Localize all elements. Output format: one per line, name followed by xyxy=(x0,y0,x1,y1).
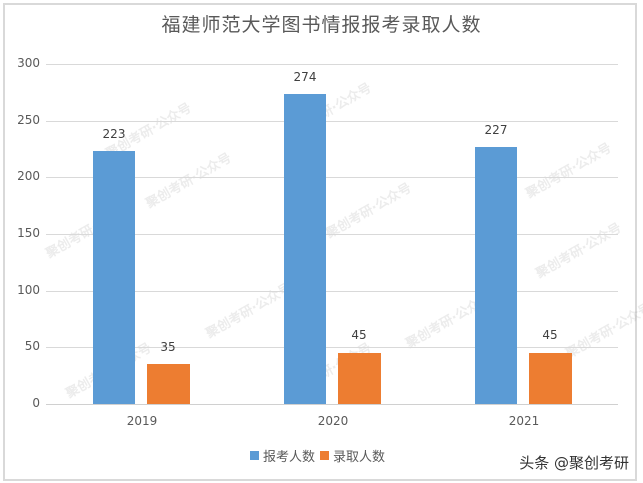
legend-item-apply[interactable]: 报考人数 xyxy=(250,446,315,465)
y-tick-label: 250 xyxy=(17,113,40,127)
data-label-admit-2020: 45 xyxy=(351,328,367,342)
y-tick-label: 50 xyxy=(24,339,40,353)
y-tick-label: 0 xyxy=(32,396,40,410)
bar-admit-2020 xyxy=(338,353,381,404)
x-tick-label: 2021 xyxy=(508,414,540,428)
legend-item-admit[interactable]: 录取人数 xyxy=(320,446,385,465)
gridline xyxy=(46,177,618,178)
y-tick-label: 100 xyxy=(17,283,40,297)
gridline xyxy=(46,234,618,235)
legend-swatch-orange-icon xyxy=(320,451,330,460)
gridline xyxy=(46,291,618,292)
legend-label-apply: 报考人数 xyxy=(263,450,316,465)
bar-apply-2020 xyxy=(284,94,326,404)
gridline xyxy=(46,121,618,122)
gridline xyxy=(46,64,618,65)
data-label-admit-2019: 35 xyxy=(160,340,176,354)
x-tick-label: 2020 xyxy=(317,414,349,428)
bar-admit-2019 xyxy=(147,364,190,404)
x-axis-line xyxy=(46,404,618,405)
legend-swatch-blue-icon xyxy=(250,451,259,460)
data-label-admit-2021: 45 xyxy=(542,328,558,342)
plot-area: 223 35 274 45 227 45 xyxy=(46,64,618,405)
gridline xyxy=(46,347,618,348)
y-tick-label: 150 xyxy=(17,226,40,240)
legend-label-admit: 录取人数 xyxy=(333,450,386,465)
y-tick-label: 300 xyxy=(17,56,40,70)
data-label-apply-2021: 227 xyxy=(484,123,508,137)
chart-title: 福建师范大学图书情报报考录取人数 xyxy=(161,14,482,36)
y-tick-label: 200 xyxy=(17,169,40,183)
legend: 报考人数 录取人数 xyxy=(250,446,390,465)
bar-apply-2019 xyxy=(93,151,135,404)
bar-admit-2021 xyxy=(529,353,572,404)
x-tick-label: 2019 xyxy=(126,414,158,428)
data-label-apply-2019: 223 xyxy=(102,127,126,141)
data-label-apply-2020: 274 xyxy=(293,70,317,84)
bar-apply-2021 xyxy=(475,147,517,404)
source-watermark: 头条 @聚创考研 xyxy=(519,454,629,472)
